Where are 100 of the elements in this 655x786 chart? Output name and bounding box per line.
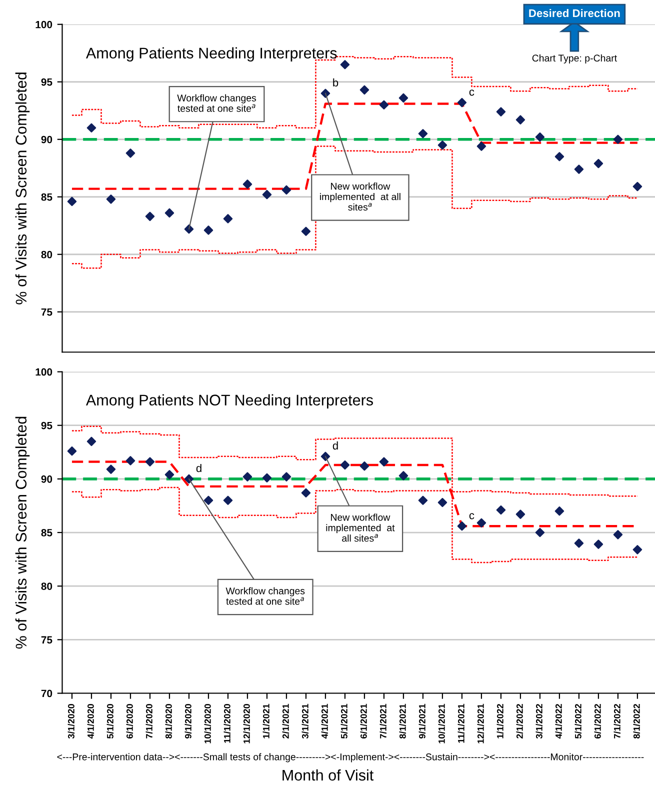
point — [574, 164, 584, 174]
x-tick-label: 7/1/2022 — [614, 704, 620, 738]
point — [574, 538, 584, 548]
x-tick-label: 3/1/2022 — [536, 704, 542, 739]
point — [126, 456, 136, 466]
point — [242, 180, 252, 189]
annotation: Chart Type: p-Chart — [532, 54, 617, 64]
x-tick-label: 9/1/2020 — [184, 704, 192, 738]
annotation: Workflow changes tested at one site$^{a}$ — [226, 587, 305, 605]
y-axis-title: % of Visits with Screen Completed — [15, 72, 30, 304]
point — [476, 518, 486, 528]
point — [262, 473, 272, 482]
x-tick-label: 5/1/2022 — [574, 704, 582, 739]
point — [301, 488, 311, 498]
point — [262, 190, 272, 200]
y-tick-label: 90 — [41, 475, 52, 483]
x-tick-label: 4/1/2022 — [555, 704, 562, 739]
annotation: New workflow implemented at all sites$^{a}$ — [320, 182, 400, 211]
annotation: d — [196, 464, 202, 472]
point — [223, 496, 233, 505]
point — [632, 545, 642, 554]
x-tick-label: 2/1/2021 — [282, 704, 289, 738]
x-tick-label: 7/1/2020 — [146, 704, 152, 738]
point — [594, 158, 604, 168]
x-tick-label: 1/1/2022 — [496, 704, 504, 738]
point — [535, 132, 545, 142]
annotation: Workflow changes tested at one site$^{a}$ — [177, 94, 256, 112]
text: Among Patients NOT Needing Interpreters — [86, 394, 373, 409]
point — [67, 446, 77, 456]
x-axis-title: Month of Visit — [282, 769, 374, 781]
point — [632, 182, 642, 192]
y-tick-label: 75 — [41, 636, 52, 644]
y-tick-label: 95 — [41, 78, 52, 86]
x-tick-label: 4/1/2020 — [87, 704, 94, 739]
y-tick-label: 70 — [41, 690, 52, 698]
point — [613, 530, 623, 540]
point — [126, 148, 136, 158]
point — [438, 498, 448, 508]
x-tick-label: 8/1/2022 — [633, 704, 640, 739]
point — [67, 196, 77, 206]
y-tick-label: 85 — [41, 193, 52, 201]
point — [496, 505, 506, 515]
point — [282, 185, 292, 195]
y-tick-label: 85 — [41, 529, 52, 536]
point — [457, 521, 467, 531]
point — [145, 457, 155, 466]
point — [398, 93, 408, 103]
point — [379, 457, 389, 466]
x-tick-label: 3/1/2020 — [68, 704, 74, 739]
y-tick-label: 75 — [41, 308, 52, 316]
point — [613, 134, 623, 144]
x-tick-label: 3/1/2021 — [302, 704, 308, 739]
point — [106, 464, 116, 474]
point — [496, 107, 506, 116]
point — [516, 510, 526, 519]
point — [86, 436, 96, 446]
y-tick-label: 80 — [41, 250, 52, 258]
x-tick-label: 6/1/2021 — [360, 704, 367, 738]
point — [145, 212, 155, 222]
x-tick-label: 10/1/2020 — [204, 704, 211, 744]
point — [457, 98, 467, 108]
x-tick-label: 11/1/2021 — [458, 704, 464, 743]
x-tick-label: 1/1/2021 — [262, 704, 270, 738]
annotation: c — [469, 513, 474, 520]
point — [282, 472, 292, 482]
point — [594, 540, 604, 549]
point — [360, 85, 370, 95]
x-tick-label: 4/1/2021 — [321, 704, 328, 739]
point — [164, 208, 174, 218]
point — [535, 528, 545, 538]
point — [204, 496, 214, 505]
x-tick-label: 12/1/2021 — [477, 704, 484, 744]
y-tick-label: 80 — [41, 582, 52, 590]
x-tick-label: 6/1/2020 — [126, 704, 133, 738]
annotation: c — [469, 90, 474, 96]
x-tick-label: 11/1/2020 — [224, 704, 230, 743]
x-tick-label: 6/1/2022 — [594, 704, 601, 738]
point — [106, 194, 116, 204]
point — [223, 214, 233, 224]
text: Desired Direction — [529, 8, 620, 18]
x-tick-label: 8/1/2021 — [399, 704, 406, 739]
point — [438, 140, 448, 150]
x-tick-label: 10/1/2021 — [438, 704, 445, 744]
point — [340, 460, 350, 470]
x-tick-label: 12/1/2020 — [243, 704, 250, 744]
x-tick-label: 9/1/2021 — [418, 704, 426, 738]
x-tick-label: 5/1/2021 — [340, 704, 348, 739]
x-tick-label: 5/1/2020 — [106, 704, 114, 739]
point — [418, 496, 428, 505]
annotation: New workflow implemented at all sites$^{a}$ — [326, 514, 395, 542]
x-tick-label: 2/1/2022 — [516, 704, 523, 738]
y-tick-label: 95 — [41, 422, 52, 430]
y-tick-label: 90 — [41, 136, 52, 144]
point — [360, 461, 370, 471]
text: Among Patients Needing Interpreters — [86, 47, 337, 62]
x-tick-label: 7/1/2021 — [380, 704, 386, 738]
point — [554, 152, 564, 162]
point — [340, 60, 350, 70]
text: <---Pre-intervention data--><-------Small tests of change---------><-Implement-><--------Sustain--------><-----------------Monitor------------------- — [57, 753, 644, 762]
point — [379, 100, 389, 110]
